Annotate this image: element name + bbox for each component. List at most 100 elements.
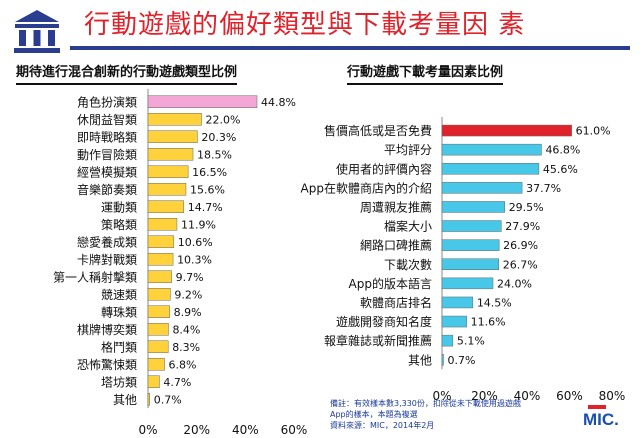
- right-category-label: 網路口碑推薦: [360, 238, 432, 253]
- left-value-label: 18.5%: [197, 148, 232, 161]
- right-value-label: 26.7%: [503, 258, 538, 271]
- left-value-label: 8.9%: [174, 306, 202, 319]
- right-tick-label: 20%: [471, 389, 498, 403]
- left-bar: [147, 323, 169, 336]
- right-value-label: 46.8%: [545, 144, 580, 157]
- right-value-label: 26.9%: [503, 239, 538, 252]
- right-bar: [441, 296, 474, 309]
- right-value-label: 24.0%: [497, 277, 532, 290]
- right-bar: [441, 258, 499, 270]
- left-value-label: 10.3%: [177, 253, 212, 266]
- left-bar: [147, 165, 189, 178]
- brand-logo: MIC.: [583, 410, 619, 429]
- right-category-label: App的版本語言: [349, 276, 432, 291]
- left-value-label: 6.8%: [169, 358, 197, 371]
- right-bar: [441, 182, 523, 194]
- left-bar: [147, 358, 165, 371]
- left-category-label: 格鬥類: [101, 339, 137, 354]
- right-bar: [441, 315, 467, 328]
- left-category-label: 卡牌對戰類: [77, 253, 137, 267]
- right-category-label: 遊戲開發商知名度: [336, 314, 432, 329]
- right-bar: [441, 334, 454, 347]
- left-value-label: 8.4%: [172, 323, 200, 336]
- left-category-label: 轉珠類: [101, 305, 137, 319]
- right-value-label: 14.5%: [477, 296, 512, 309]
- left-bar: [147, 130, 198, 143]
- right-tick-label: 80%: [599, 389, 626, 403]
- right-category-label: 周遭親友推薦: [360, 200, 432, 214]
- left-bar: [147, 113, 202, 126]
- right-bar: [441, 201, 505, 213]
- left-category-label: 棋牌博奕類: [77, 322, 137, 337]
- left-value-label: 10.6%: [178, 236, 213, 249]
- left-category-label: 音樂節奏類: [77, 182, 137, 197]
- footnote: 備註：有效樣本數3,330份，扣除從未下載使用過遊戲 App的樣本，本題為複選 …: [330, 398, 580, 431]
- left-value-label: 0.7%: [154, 393, 182, 406]
- left-category-label: 策略類: [101, 217, 137, 232]
- right-tick-label: 60%: [556, 389, 583, 403]
- left-bar: [147, 270, 172, 283]
- left-value-label: 22.0%: [206, 113, 241, 126]
- left-category-label: 休閒益智類: [77, 112, 137, 127]
- right-bar: [441, 143, 542, 156]
- right-category-label: 檔案大小: [384, 219, 432, 234]
- right-category-label: 報章雜誌或新聞推薦: [324, 333, 432, 348]
- right-bar: [441, 277, 494, 290]
- right-value-label: 0.7%: [447, 354, 475, 367]
- page-title: 行動遊戲的偏好類型與下載考量因 素: [84, 10, 526, 40]
- left-bar: [147, 235, 175, 248]
- left-value-label: 4.7%: [163, 376, 191, 389]
- right-bar: [441, 220, 502, 232]
- left-category-label: 即時戰略類: [77, 129, 137, 144]
- right-bar: [441, 239, 500, 251]
- left-chart-title: 期待進行混合創新的行動遊戲類型比例: [16, 64, 238, 85]
- right-category-label: 售價高低或是否免費: [324, 123, 432, 138]
- left-value-label: 9.7%: [176, 271, 204, 284]
- footnote-line-2: App的樣本，本題為複選: [330, 410, 418, 419]
- right-tick-label: 0%: [432, 389, 451, 403]
- left-bar: [147, 218, 178, 231]
- left-category-label: 其他: [113, 393, 137, 407]
- left-bar: [147, 305, 170, 318]
- right-value-label: 27.9%: [505, 220, 540, 233]
- footnote-line-1: 備註：有效樣本數3,330份，扣除從未下載使用過遊戲: [330, 399, 521, 408]
- right-value-label: 37.7%: [526, 182, 561, 195]
- left-bar: [147, 200, 185, 213]
- left-value-label: 16.5%: [192, 166, 227, 179]
- left-value-label: 8.3%: [172, 341, 200, 354]
- right-bar: [441, 354, 444, 366]
- right-category-label: 軟體商店排名: [360, 295, 432, 310]
- right-value-label: 11.6%: [471, 316, 506, 329]
- title-divider: [70, 46, 630, 50]
- left-bar: [147, 148, 194, 161]
- left-bar: [147, 375, 160, 388]
- left-bar: [147, 253, 174, 266]
- right-bar: [441, 163, 540, 175]
- left-value-label: 11.9%: [181, 218, 216, 231]
- left-category-label: 競速類: [101, 287, 137, 302]
- left-tick-label: 0%: [138, 423, 157, 437]
- right-value-label: 61.0%: [576, 125, 611, 138]
- right-category-label: 其他: [408, 353, 432, 367]
- right-category-label: 使用者的評價內容: [336, 161, 432, 176]
- left-bar: [147, 288, 171, 301]
- left-category-label: 動作冒險類: [77, 147, 137, 162]
- left-category-label: 第一人稱射擊類: [53, 269, 137, 284]
- left-category-label: 戀愛養成類: [77, 234, 137, 249]
- left-category-label: 運動類: [101, 200, 137, 214]
- left-value-label: 44.8%: [261, 96, 296, 109]
- left-category-label: 恐怖驚悚類: [77, 357, 137, 372]
- left-tick-label: 20%: [183, 423, 210, 437]
- right-value-label: 5.1%: [457, 335, 485, 348]
- left-category-label: 角色扮演類: [77, 94, 137, 109]
- right-bar: [441, 124, 572, 137]
- right-tick-label: 40%: [514, 389, 541, 403]
- left-tick-label: 60%: [281, 423, 308, 437]
- left-bar: [147, 95, 258, 108]
- left-bar: [147, 340, 169, 353]
- right-chart-title: 行動遊戲下載考量因素比例: [347, 64, 504, 85]
- left-value-label: 20.3%: [201, 131, 236, 144]
- left-category-label: 塔坊類: [101, 374, 137, 389]
